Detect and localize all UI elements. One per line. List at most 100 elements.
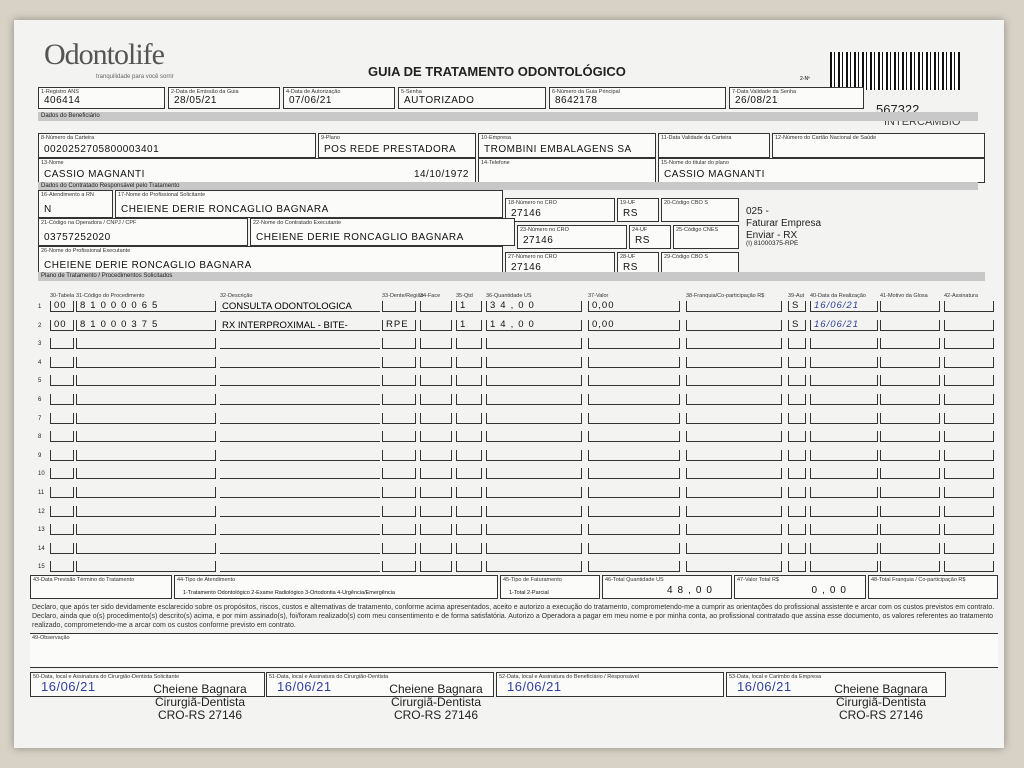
field-label: 2-Data de Emissão da Guia [171,89,239,95]
table-cell [944,338,994,350]
field-value: 28/05/21 [174,95,217,106]
field-extra: 14/10/1972 [413,169,469,180]
table-cell [456,375,482,387]
table-cell [382,356,416,368]
table-cell [382,375,416,387]
table-cell [588,394,680,405]
signature-date hand: 16/06/21 [41,679,96,694]
footer-field: 44-Tipo de Atendimento 1-Tratamento Odont… [174,575,498,599]
row-number: 8 [38,434,42,441]
table-cell [588,356,680,368]
section-header: Dados do Beneficiário [38,112,978,121]
table-cell [420,394,452,405]
table-cell [880,561,940,573]
table-cell [788,542,806,554]
table-cell [456,338,482,350]
field-label: 49-Observação [32,635,70,641]
row-number: 1 [38,304,42,310]
table-cell [50,412,74,424]
table-cell [456,561,482,573]
form-field: 7-Data Validade da Senha 26/08/21 [729,87,864,109]
row-number: 15 [38,564,45,571]
column-header: 41-Motivo da Glosa [880,293,928,299]
table-cell [382,542,416,554]
field-value: 27146 [511,208,542,219]
table-cell [420,375,452,387]
table-cell [788,412,806,424]
table-cell [588,449,680,461]
table-cell [686,542,782,554]
table-cell [382,412,416,424]
form-field: 10-Empresa TROMBINI EMBALAGENS SA [478,133,656,158]
field-label: 23-Número no CRO [520,227,569,233]
field-label: 26-Nome do Profissional Executante [41,248,131,254]
table-cell [788,487,806,498]
table-cell [456,542,482,554]
table-cell [486,394,582,405]
table-cell [456,412,482,424]
table-cell [880,319,940,331]
table-cell [50,505,74,517]
description-cell [220,506,380,517]
form-field: 16-Atendimento a RN N [38,190,113,218]
table-cell [588,505,680,517]
table-cell [788,338,806,350]
table-cell [50,449,74,461]
table-cell [788,449,806,461]
table-cell [588,338,680,350]
table-cell [486,561,582,573]
description-cell [220,394,380,405]
column-header: 42-Assinatura [944,293,978,299]
table-cell [944,561,994,573]
form-field: 22-Nome do Contratado Executante CHEIENE … [250,218,515,246]
field-label: 4-Data de Autorização [286,89,341,95]
table-cell [50,338,74,350]
table-cell: S [788,319,806,331]
description-cell [220,468,380,480]
footer-field: 47-Valor Total R$ 0,00 [734,575,866,599]
table-cell: 00 [50,301,74,312]
form-field: 14-Telefone [478,158,656,183]
field-value: 48,00 [666,585,717,596]
table-cell: 1 [456,301,482,312]
table-cell [382,561,416,573]
column-header: 35-Qtd [456,293,473,299]
table-cell [588,487,680,498]
field-label: 46-Total Quantidade US [605,577,664,583]
table-cell [486,412,582,424]
form-field: 8-Número da Carteira 0020252705800003401 [38,133,316,158]
field-label: 21-Código na Operadora / CNPJ / CPF [41,220,137,226]
signature-date hand: 16/06/21 [737,679,792,694]
field-label: 11-Data Validade da Carteira [661,135,732,141]
table-cell [686,412,782,424]
table-cell [382,394,416,405]
table-cell [486,338,582,350]
table-cell [810,394,878,405]
field-label: 25-Código CNES [676,227,719,233]
table-cell [50,561,74,573]
table-cell [686,319,782,331]
description-cell [220,450,380,461]
table-cell [944,394,994,405]
table-cell [810,375,878,387]
stamp-line: Cirurgiã-Dentista [835,695,927,709]
table-cell [880,468,940,480]
table-cell [420,505,452,517]
field-value: 1-Total 2-Parcial [509,590,549,596]
column-header: 40-Data da Realização [810,293,866,299]
field-value: RS [623,262,638,273]
table-cell: 16/06/21 [810,301,878,312]
table-cell: 1 [456,319,482,331]
table-cell [944,431,994,443]
table-cell [50,487,74,498]
description-cell [220,487,380,498]
field-label: 44-Tipo de Atendimento [177,577,236,583]
table-cell [382,338,416,350]
form-field: 21-Código na Operadora / CNPJ / CPF 03757… [38,218,248,246]
field-label: 9-Plano [321,135,340,141]
table-cell [788,356,806,368]
field-value: RS [635,235,650,246]
table-cell: 81000375 [76,319,216,331]
